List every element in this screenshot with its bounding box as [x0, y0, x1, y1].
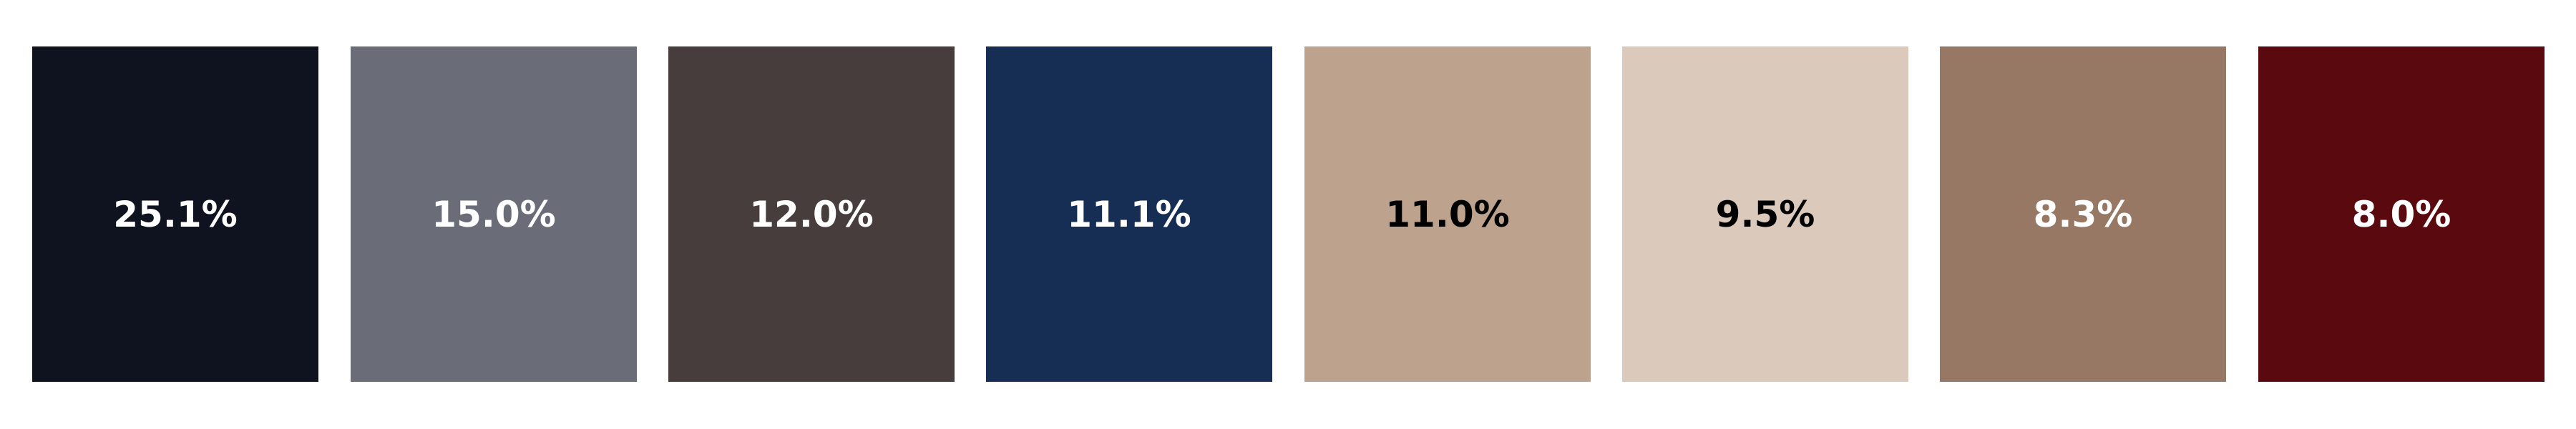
swatch-percentage: 8.3% — [2033, 193, 2133, 235]
color-swatch: 11.1% — [986, 46, 1272, 382]
color-swatch: 9.5% — [1622, 46, 1908, 382]
color-swatch: 15.0% — [351, 46, 637, 382]
swatch-percentage: 25.1% — [113, 193, 238, 235]
swatch-percentage: 9.5% — [1715, 193, 1815, 235]
swatch-percentage: 11.1% — [1067, 193, 1191, 235]
swatch-percentage: 12.0% — [749, 193, 874, 235]
swatch-percentage: 15.0% — [431, 193, 556, 235]
color-swatch: 8.3% — [1940, 46, 2226, 382]
color-swatch: 11.0% — [1304, 46, 1591, 382]
swatch-percentage: 8.0% — [2351, 193, 2451, 235]
color-swatch: 12.0% — [668, 46, 955, 382]
color-swatch: 8.0% — [2258, 46, 2545, 382]
color-swatch: 25.1% — [32, 46, 318, 382]
swatch-percentage: 11.0% — [1385, 193, 1510, 235]
